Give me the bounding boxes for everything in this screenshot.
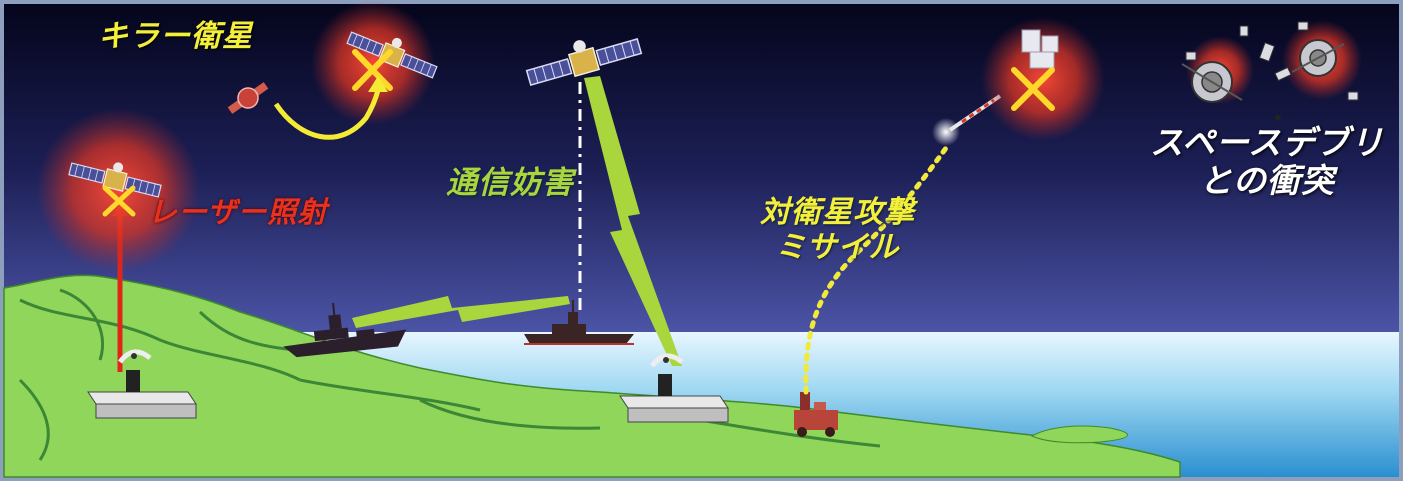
communication-jamming-label: 通信妨害 (446, 166, 574, 202)
killer-satellite-label: キラー衛星 (98, 20, 253, 55)
missile-flash (932, 118, 960, 146)
space-debris-label: スペースデブリ との衝突 (1150, 124, 1384, 200)
space-debris-label-line1: スペースデブリ (1150, 124, 1384, 162)
space-debris-label-line2: との衝突 (1150, 162, 1384, 200)
asat-missile-label-line1: 対衛星攻撃 (760, 196, 915, 231)
laser-irradiation-label: レーザー照射 (148, 196, 327, 229)
asat-missile-label: 対衛星攻撃 ミサイル (760, 196, 915, 265)
asat-missile-label-line2: ミサイル (760, 231, 915, 266)
